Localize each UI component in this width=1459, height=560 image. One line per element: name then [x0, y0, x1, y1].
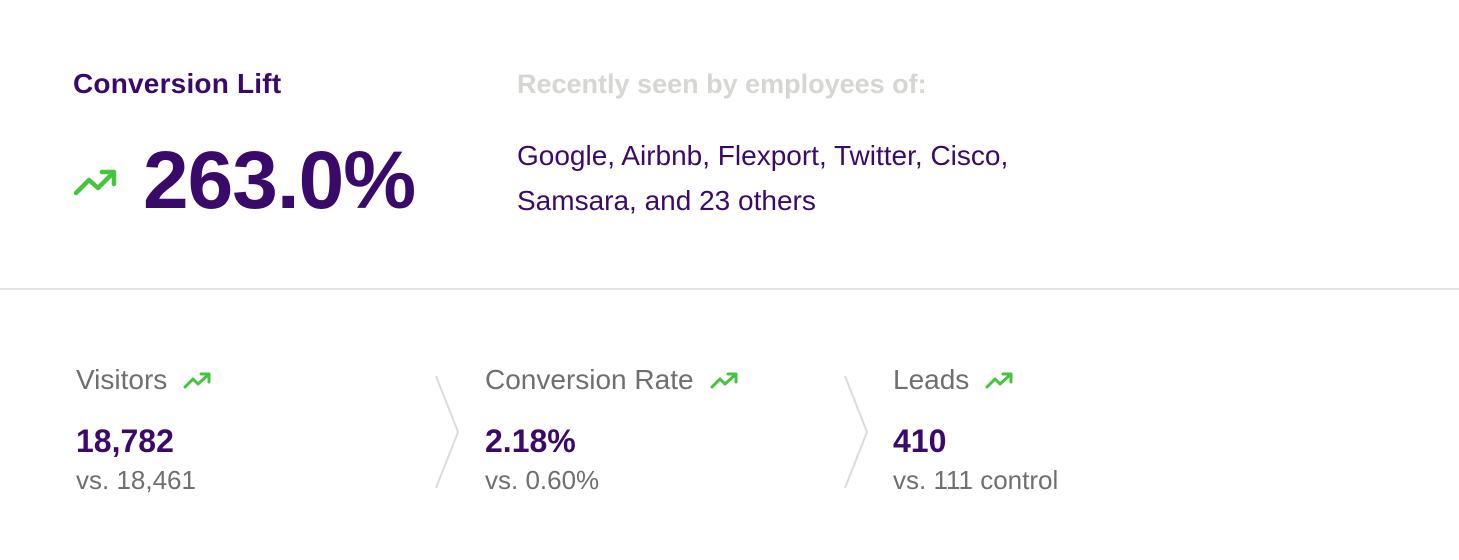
metric-conversion-rate: Conversion Rate 2.18% vs. 0.60%	[485, 360, 738, 498]
conversion-lift-value: 263.0%	[143, 135, 416, 226]
conversion-lift-label: Conversion Lift	[73, 68, 282, 99]
metric-compare: vs. 111 control	[893, 465, 1059, 495]
companies-line-1: Google, Airbnb, Flexport, Twitter, Cisco…	[517, 140, 1009, 171]
metric-header: Leads	[893, 360, 1058, 400]
trending-up-icon	[73, 169, 117, 196]
trending-up-icon	[985, 372, 1013, 389]
metric-value: 18,782	[76, 423, 174, 459]
metric-leads: Leads 410 vs. 111 control	[893, 360, 1058, 498]
metric-label: Conversion Rate	[485, 364, 694, 395]
metric-visitors: Visitors 18,782 vs. 18,461	[76, 360, 211, 498]
metric-compare: vs. 18,461	[76, 465, 196, 495]
metric-value: 410	[893, 423, 947, 459]
recently-seen-companies: Google, Airbnb, Flexport, Twitter, Cisco…	[517, 133, 1117, 223]
chevron-right-icon	[435, 375, 460, 489]
metric-compare: vs. 0.60%	[485, 465, 600, 495]
metric-label: Visitors	[76, 364, 168, 395]
trending-up-icon	[183, 372, 211, 389]
trending-up-icon	[710, 372, 738, 389]
metric-value: 2.18%	[485, 423, 576, 459]
section-divider	[0, 288, 1459, 290]
chevron-right-icon	[844, 375, 869, 489]
metric-label: Leads	[893, 364, 970, 395]
recently-seen-title: Recently seen by employees of:	[517, 69, 927, 99]
companies-line-2: Samsara, and 23 others	[517, 185, 816, 216]
metric-header: Conversion Rate	[485, 360, 738, 400]
metric-header: Visitors	[76, 360, 211, 400]
conversion-lift-row: 263.0%	[73, 135, 416, 226]
